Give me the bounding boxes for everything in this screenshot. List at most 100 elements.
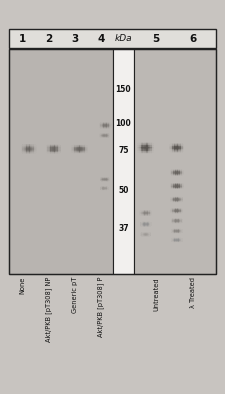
Bar	[105, 123, 106, 124]
Text: 75: 75	[118, 146, 129, 155]
Bar	[171, 208, 172, 209]
Bar	[102, 187, 103, 188]
Bar	[179, 147, 180, 148]
Bar	[141, 235, 142, 236]
Bar	[150, 235, 151, 236]
Bar	[100, 186, 101, 187]
Bar	[141, 213, 142, 214]
Bar	[102, 134, 103, 135]
Bar	[177, 184, 178, 185]
Bar	[151, 148, 153, 149]
Bar	[173, 202, 174, 203]
Bar	[101, 122, 102, 123]
Bar	[180, 240, 181, 241]
Bar	[177, 150, 178, 151]
Bar	[180, 151, 181, 152]
Bar	[141, 210, 142, 211]
Bar	[106, 125, 107, 126]
Bar	[100, 177, 101, 178]
Bar	[174, 240, 175, 241]
Bar	[151, 147, 152, 148]
Bar	[101, 127, 102, 128]
Bar	[179, 202, 180, 203]
Bar	[173, 185, 174, 186]
Bar	[150, 235, 151, 236]
Bar	[107, 188, 108, 189]
Bar	[140, 151, 141, 152]
Bar	[183, 174, 184, 175]
Bar	[179, 202, 180, 203]
Bar	[151, 144, 152, 145]
Bar	[142, 142, 143, 143]
Bar	[147, 235, 148, 236]
Bar	[146, 222, 147, 223]
Bar	[172, 208, 173, 209]
Bar	[105, 136, 106, 137]
Bar	[174, 222, 175, 223]
Bar	[148, 222, 149, 223]
Bar	[175, 149, 176, 150]
Bar	[107, 136, 108, 137]
Bar	[171, 172, 172, 173]
Bar	[108, 181, 109, 182]
Bar	[176, 187, 177, 188]
Bar	[106, 137, 107, 138]
Bar	[179, 209, 180, 210]
Bar	[103, 187, 104, 188]
Bar	[177, 144, 178, 145]
Bar	[59, 144, 60, 145]
Bar	[175, 232, 176, 233]
Bar	[22, 147, 23, 148]
Bar	[101, 125, 102, 126]
Bar	[169, 151, 170, 152]
Bar	[106, 122, 107, 123]
Bar	[106, 124, 107, 125]
Bar	[105, 134, 106, 135]
Bar	[144, 233, 145, 234]
Bar	[102, 134, 103, 135]
Text: Generic pT: Generic pT	[72, 277, 78, 313]
Bar	[101, 181, 102, 182]
Bar	[105, 126, 106, 127]
Bar	[79, 149, 80, 150]
Bar	[103, 134, 104, 135]
Bar	[140, 221, 141, 222]
Bar	[100, 186, 101, 187]
Bar	[147, 224, 148, 225]
Bar	[142, 211, 143, 212]
Bar	[34, 152, 35, 153]
Bar	[103, 135, 104, 136]
Bar	[172, 230, 173, 231]
Bar	[181, 184, 182, 185]
Bar	[29, 149, 30, 150]
Bar	[172, 232, 173, 233]
Bar	[104, 187, 105, 188]
Bar	[58, 146, 59, 147]
Bar	[147, 142, 148, 143]
Bar	[75, 151, 76, 152]
Bar	[55, 144, 56, 145]
Bar	[179, 183, 180, 184]
Bar	[103, 135, 104, 136]
Bar	[146, 147, 148, 148]
Bar	[57, 151, 58, 152]
Bar	[147, 213, 148, 214]
Bar	[107, 178, 108, 179]
Bar	[111, 127, 112, 128]
Bar	[176, 147, 177, 148]
Bar	[108, 180, 109, 181]
Bar	[151, 146, 153, 147]
Bar	[149, 234, 150, 235]
Bar	[101, 137, 102, 138]
Bar	[142, 147, 143, 148]
Bar	[180, 171, 181, 172]
Bar	[87, 146, 88, 147]
Bar	[146, 232, 147, 233]
Bar	[183, 143, 184, 144]
Bar	[177, 152, 178, 153]
Bar	[142, 213, 143, 214]
Bar	[183, 147, 184, 148]
Bar	[33, 150, 34, 151]
Bar	[49, 151, 50, 152]
Bar	[146, 150, 147, 151]
